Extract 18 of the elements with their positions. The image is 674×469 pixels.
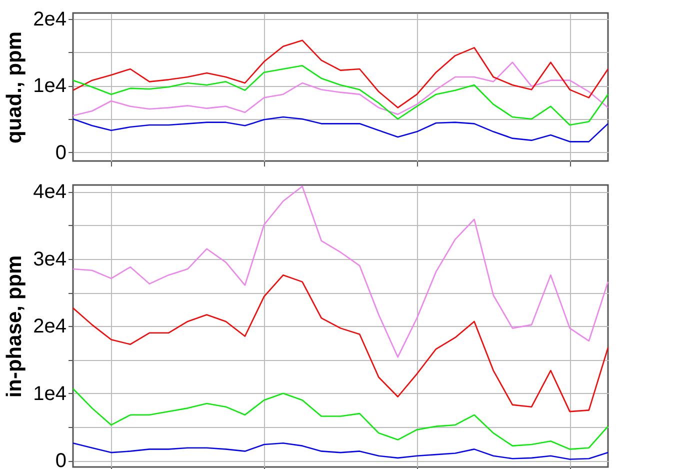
y-tick-label: 0 <box>55 142 66 164</box>
y-tick-label: 0 <box>55 450 66 469</box>
y-axis-title: quad., ppm <box>3 32 26 144</box>
y-tick-label: 1e4 <box>33 75 66 98</box>
y-axis-title: in-phase, ppm <box>3 255 26 398</box>
y-tick-label: 4e4 <box>33 181 66 204</box>
y-tick-label: 3e4 <box>33 248 66 270</box>
y-tick-label: 2e4 <box>33 316 66 338</box>
line-series <box>72 40 609 108</box>
line-series <box>72 62 609 116</box>
y-tick-label: 1e4 <box>33 382 66 405</box>
line-series <box>72 116 609 142</box>
y-tick-label: 2e4 <box>33 8 66 30</box>
line-series <box>72 442 609 460</box>
line-series <box>72 186 609 358</box>
line-series <box>72 274 609 412</box>
line-series <box>72 388 609 450</box>
line-series <box>72 65 609 126</box>
